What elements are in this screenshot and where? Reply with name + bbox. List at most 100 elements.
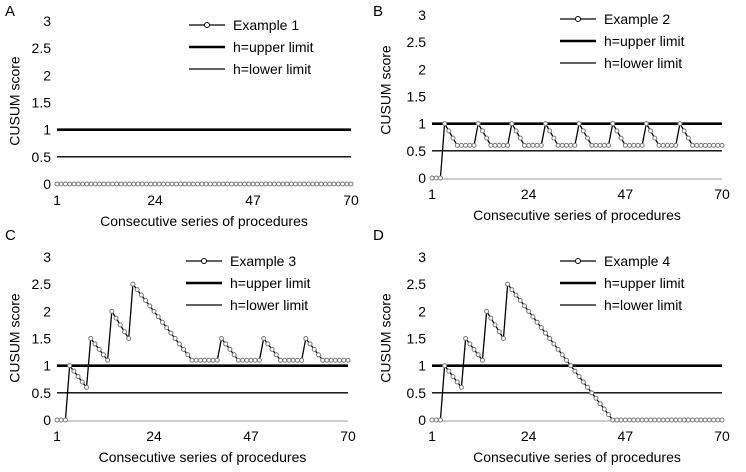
data-point (454, 379, 460, 385)
legend-lower-label: h=lower limit (604, 297, 682, 313)
data-point (337, 357, 343, 363)
data-point (517, 135, 523, 141)
data-point (471, 346, 477, 352)
data-point (307, 341, 313, 347)
data-point (446, 128, 452, 134)
data-point (62, 417, 68, 423)
data-point (475, 121, 481, 127)
data-point (92, 181, 98, 187)
data-point (627, 142, 633, 148)
data-point (241, 181, 247, 187)
data-point (96, 346, 102, 352)
data-point (113, 315, 119, 321)
data-point (648, 417, 654, 423)
data-point (246, 181, 252, 187)
x-tick-label: 47 (618, 428, 634, 444)
legend-series-label: Example 3 (230, 253, 296, 269)
data-point (715, 142, 721, 148)
x-tick-label: 70 (340, 428, 356, 444)
data-point (446, 368, 452, 374)
data-point (711, 142, 717, 148)
data-point (310, 181, 316, 187)
data-point (143, 297, 149, 303)
data-point (677, 417, 683, 423)
data-point (345, 357, 351, 363)
data-point (450, 135, 456, 141)
data-point (685, 417, 691, 423)
data-point (660, 417, 666, 423)
data-point (143, 181, 149, 187)
data-point (521, 142, 527, 148)
data-point (276, 181, 282, 187)
legend-lower-label: h=lower limit (233, 61, 311, 77)
data-point (80, 181, 86, 187)
data-point (458, 142, 464, 148)
data-point (450, 374, 456, 380)
data-point (278, 357, 284, 363)
data-point (631, 417, 637, 423)
data-point (606, 412, 612, 418)
legend: Example 1 h=upper limit h=lower limit (189, 17, 314, 77)
data-point (568, 363, 574, 369)
data-point (105, 181, 111, 187)
x-tick-label: 47 (245, 192, 261, 208)
data-point (161, 181, 167, 187)
y-tick-label: 0 (418, 170, 426, 186)
data-point (547, 128, 553, 134)
data-point (542, 330, 548, 336)
y-tick-label: 0.5 (32, 149, 52, 165)
data-point (690, 417, 696, 423)
data-point (286, 357, 292, 363)
data-point (618, 135, 624, 141)
data-point (58, 417, 64, 423)
data-point (314, 181, 320, 187)
data-point (467, 142, 473, 148)
data-point (328, 357, 334, 363)
legend: Example 3 h=upper limit h=lower limit (186, 253, 311, 313)
panel-label: C (5, 227, 16, 244)
data-point (614, 417, 620, 423)
data-point (148, 181, 154, 187)
data-point (526, 142, 532, 148)
y-tick-label: 1 (418, 116, 426, 132)
data-point (271, 181, 277, 187)
data-point (181, 346, 187, 352)
data-point (639, 142, 645, 148)
data-point (576, 374, 582, 380)
y-tick-label: 0 (43, 176, 51, 192)
panel-label: D (373, 227, 384, 244)
data-point (694, 142, 700, 148)
data-point (290, 357, 296, 363)
data-point (648, 128, 654, 134)
data-point (496, 142, 502, 148)
data-point (210, 357, 216, 363)
data-point (505, 281, 511, 287)
panel-label: B (373, 3, 383, 20)
data-point (84, 181, 90, 187)
data-point (442, 363, 448, 369)
data-point (152, 181, 158, 187)
data-point (551, 135, 557, 141)
data-point (341, 357, 347, 363)
legend-upper-label: h=upper limit (604, 33, 685, 49)
y-tick-label: 0 (418, 412, 426, 428)
data-point (282, 357, 288, 363)
data-point (202, 357, 208, 363)
y-tick-label: 2.5 (407, 276, 427, 292)
data-point (220, 181, 226, 187)
data-point (559, 352, 565, 358)
data-point (492, 142, 498, 148)
data-point (622, 142, 628, 148)
data-point (269, 346, 275, 352)
data-point (185, 352, 191, 358)
data-point (293, 181, 299, 187)
data-point (652, 135, 658, 141)
data-point (182, 181, 188, 187)
chart-panel-c: C 0 0.5 1 1.5 2 2.5 3 1 24 47 70 CUSUM score Consecut… (5, 227, 356, 465)
data-point (698, 142, 704, 148)
data-point (178, 181, 184, 187)
x-tick-label: 24 (146, 428, 162, 444)
x-tick-label: 70 (343, 192, 359, 208)
data-point (706, 142, 712, 148)
data-point (224, 181, 230, 187)
